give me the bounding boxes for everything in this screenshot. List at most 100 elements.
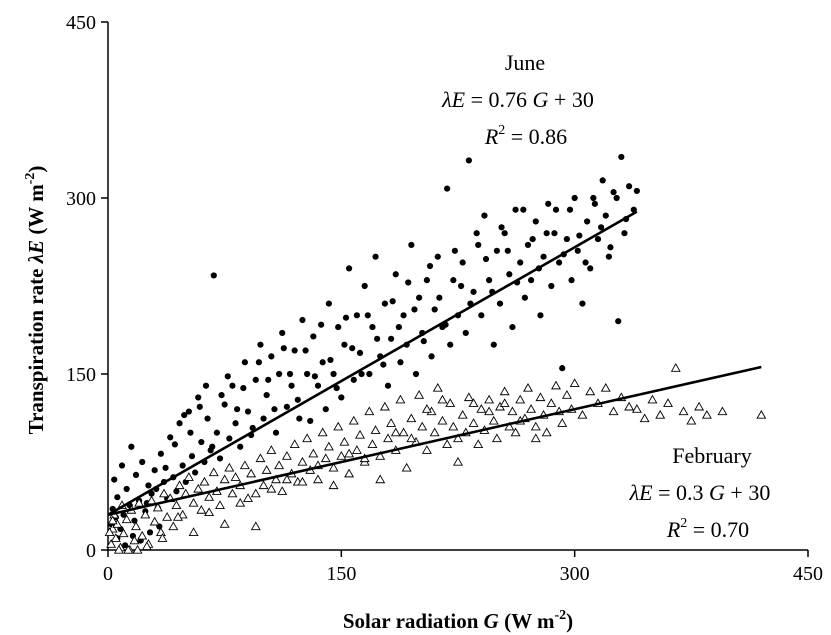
data-point-circle <box>576 232 583 239</box>
data-point-circle <box>341 341 348 348</box>
data-point-circle <box>423 277 430 284</box>
data-point-triangle <box>655 409 666 419</box>
data-point-circle <box>146 529 154 536</box>
data-point-circle <box>496 300 504 307</box>
data-point-triangle <box>149 516 160 526</box>
data-point-triangle <box>173 512 183 521</box>
data-point-triangle <box>162 512 173 521</box>
data-point-triangle <box>484 394 495 404</box>
data-point-triangle <box>219 519 230 528</box>
data-point-circle <box>372 253 379 260</box>
data-point-triangle <box>526 404 537 413</box>
data-point-circle <box>509 323 516 331</box>
data-point-circle <box>280 345 287 352</box>
data-point-circle <box>618 153 625 161</box>
x-tick-label: 0 <box>103 563 113 585</box>
data-point-triangle <box>199 476 210 486</box>
data-point-triangle <box>246 468 257 478</box>
data-point-triangle <box>155 527 166 536</box>
data-point-circle <box>192 469 199 476</box>
data-point-triangle <box>235 497 246 507</box>
data-point-circle <box>602 212 609 219</box>
data-point-circle <box>237 443 244 450</box>
data-point-circle <box>268 353 275 360</box>
data-point-triangle <box>453 456 463 466</box>
data-point-triangle <box>183 472 194 481</box>
data-point-circle <box>545 200 552 207</box>
data-point-circle <box>520 206 527 213</box>
data-point-circle <box>369 323 376 331</box>
data-point-circle <box>302 347 309 354</box>
data-point-triangle <box>250 521 261 531</box>
data-point-triangle <box>370 425 381 434</box>
data-point-circle <box>272 429 280 436</box>
data-point-circle <box>210 272 217 279</box>
data-point-circle <box>265 376 272 383</box>
data-point-triangle <box>442 439 453 448</box>
data-point-circle <box>380 361 387 368</box>
data-point-circle <box>584 218 591 225</box>
data-point-triangle <box>401 462 412 472</box>
data-point-circle <box>181 411 188 419</box>
data-point-triangle <box>453 433 463 443</box>
data-point-circle <box>465 157 472 164</box>
data-point-triangle <box>104 527 115 536</box>
data-point-circle <box>213 429 220 436</box>
data-point-triangle <box>224 462 235 472</box>
y-tick-label: 450 <box>66 12 96 34</box>
data-point-circle <box>506 271 513 278</box>
data-point-circle <box>279 329 286 337</box>
data-point-circle <box>314 382 322 389</box>
data-point-circle <box>381 300 388 307</box>
data-point-circle <box>434 253 441 260</box>
data-point-circle <box>529 235 536 243</box>
data-point-triangle <box>131 521 141 531</box>
data-point-triangle <box>188 497 199 507</box>
data-point-circle <box>451 247 458 254</box>
data-point-triangle <box>141 541 152 551</box>
data-point-circle <box>330 370 337 378</box>
data-point-triangle <box>323 441 334 451</box>
data-point-triangle <box>445 398 456 407</box>
data-point-triangle <box>510 427 521 437</box>
data-point-triangle <box>308 448 319 458</box>
data-point-circle <box>392 271 399 278</box>
data-point-circle <box>540 253 547 260</box>
data-point-circle <box>346 265 353 272</box>
data-point-triangle <box>152 502 163 512</box>
data-point-circle <box>501 230 508 237</box>
data-point-triangle <box>557 418 568 427</box>
fit-lines <box>107 210 762 517</box>
data-point-circle <box>366 370 373 378</box>
data-point-triangle <box>421 445 432 454</box>
data-point-triangle <box>355 429 365 439</box>
y-tick-label: 150 <box>66 364 96 386</box>
data-point-circle <box>132 471 140 479</box>
data-point-triangle <box>289 439 300 448</box>
data-point-triangle <box>383 433 393 443</box>
data-point-triangle <box>437 415 448 425</box>
data-point-triangle <box>541 427 552 437</box>
data-point-triangle <box>569 378 580 387</box>
data-point-circle <box>195 394 202 401</box>
data-point-triangle <box>395 394 406 404</box>
data-point-circle <box>444 185 451 192</box>
data-point-circle <box>294 396 301 403</box>
data-point-circle <box>524 241 532 249</box>
data-point-triangle <box>367 439 378 448</box>
data-point-circle <box>318 321 325 328</box>
data-point-triangle <box>530 421 541 431</box>
data-point-circle <box>224 373 231 380</box>
data-point-triangle <box>488 415 499 425</box>
february-label: February <box>672 443 751 468</box>
data-point-triangle <box>204 507 215 517</box>
data-point-circle <box>633 187 640 195</box>
data-point-circle <box>218 392 225 399</box>
data-point-triangle <box>639 413 650 423</box>
data-point-triangle <box>551 380 561 390</box>
data-point-circle <box>361 282 368 290</box>
data-point-circle <box>162 464 169 471</box>
data-point-triangle <box>297 476 308 486</box>
data-point-circle <box>240 384 247 392</box>
x-axis-title: Solar radiation G (W m-2) <box>343 608 573 633</box>
